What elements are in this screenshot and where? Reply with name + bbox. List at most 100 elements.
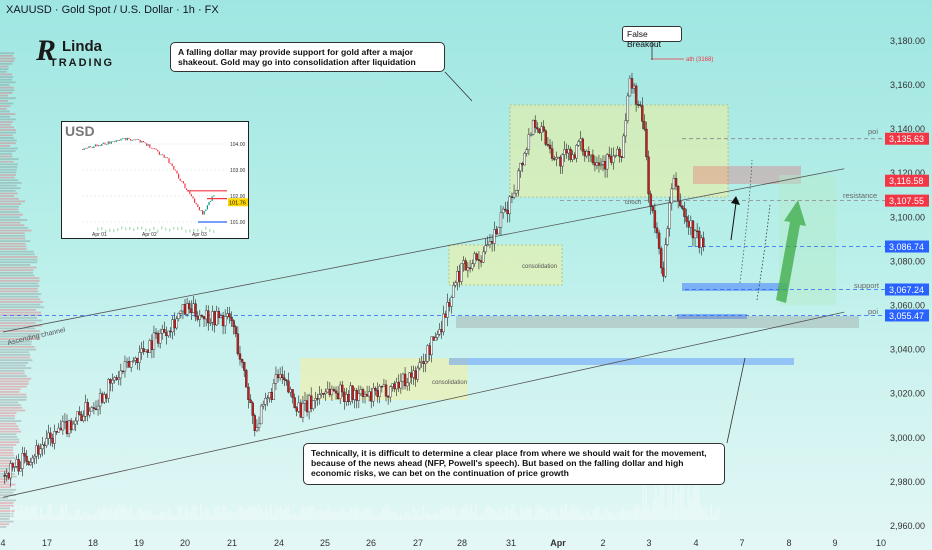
volume-profile-bar [0,406,23,409]
inset-volume [177,227,179,231]
volume-profile-bar [0,70,7,73]
inset-candle [155,148,157,150]
candle-body [414,370,417,380]
choch-label: choch [625,200,641,206]
candle-body [287,380,290,393]
volume-profile-bar [0,438,20,441]
candle-body [266,397,269,400]
candle-body [328,388,332,396]
candle-body [113,377,116,381]
volume-bar [282,510,285,520]
volume-bar [400,514,402,520]
candle-body [353,390,356,400]
volume-profile-bar [0,234,25,237]
inset-volume [213,229,215,233]
candle-body [211,311,214,323]
y-tick-label: 3,160.00 [890,80,925,90]
candle-body [121,370,125,373]
candle-body [299,402,303,418]
candle-body [119,370,123,379]
inset-volume [109,228,111,232]
candle-body [291,389,294,398]
volume-profile-bar [0,465,13,467]
volume-bar [237,505,240,520]
volume-bar [470,504,472,520]
volume-profile-bar [0,86,14,89]
candle-body [61,421,65,431]
volume-bar [145,509,147,520]
candle-body [501,208,505,214]
volume-profile-bar [0,367,32,370]
volume-bar [20,506,22,520]
volume-bar [562,508,565,520]
candle-body [221,315,225,327]
candle-body [647,156,650,195]
volume-bar [315,513,317,520]
volume-bar [232,512,235,520]
volume-profile-bar [0,192,18,195]
x-tick-label: 4 [0,538,5,548]
inset-candle [170,163,172,165]
symbol-title[interactable]: XAUUSD · Gold Spot / U.S. Dollar · 1h · … [6,4,219,16]
volume-profile-bar [0,181,22,184]
inset-candle [112,141,114,143]
volume-profile-bar [0,184,17,187]
candle-body [593,162,597,166]
candle-body [687,221,690,228]
volume-profile-bar [0,449,14,452]
usd-inset-chart[interactable]: USD 104.00 103.00 102.00 101.00 101.76 Apr 01… [61,121,249,239]
volume-bar [70,513,72,520]
volume-profile-bar [0,306,44,309]
volume-bar [650,510,652,520]
candle-body [51,437,54,444]
volume-bar [190,511,192,520]
false-breakout-label[interactable]: False Breakout [622,26,682,49]
candle-body [486,244,489,246]
candle-body [626,95,630,121]
volume-profile-bar [0,356,31,359]
candle-body [681,205,684,209]
inset-candle [173,166,175,170]
inset-candle [99,145,101,146]
candle-body [338,384,342,399]
note-top[interactable]: A falling dollar may provide support for… [170,42,445,72]
inset-volume [157,229,159,233]
volume-profile-bar [0,92,13,94]
volume-profile-bar [0,523,10,526]
volume-profile-bar [0,73,13,76]
volume-bar [687,463,690,520]
volume-bar [682,460,685,520]
candle-body [624,120,627,137]
volume-bar [87,513,90,520]
price-tag-1: 3,116.58 [889,176,923,186]
volume-bar [222,505,225,520]
volume-profile-bar [0,515,14,518]
candle-body [84,402,87,417]
candle-body [668,202,671,229]
volume-bar [357,509,360,520]
candle-body [456,271,459,283]
candle-body [561,154,564,167]
candle-body [591,154,595,163]
volume-bar [265,507,267,520]
note-bottom[interactable]: Technically, it is difficult to determin… [303,443,725,485]
volume-profile-bar [0,311,42,314]
candle-body [408,372,411,384]
volume-bar [662,474,665,520]
inset-volume [165,227,167,231]
candle-body [571,154,574,160]
candle-body [43,444,46,446]
candle-body [276,374,280,379]
candle-body [318,394,321,399]
volume-bar [370,509,372,520]
volume-profile-bar [0,187,21,190]
candle-body [324,391,327,395]
volume-bar [700,504,702,520]
candle-body [636,104,640,106]
candle-body [569,148,572,160]
volume-profile-bar [0,348,37,351]
volume-bar [345,512,347,520]
candle-body [41,444,44,450]
inset-volume [205,226,207,230]
